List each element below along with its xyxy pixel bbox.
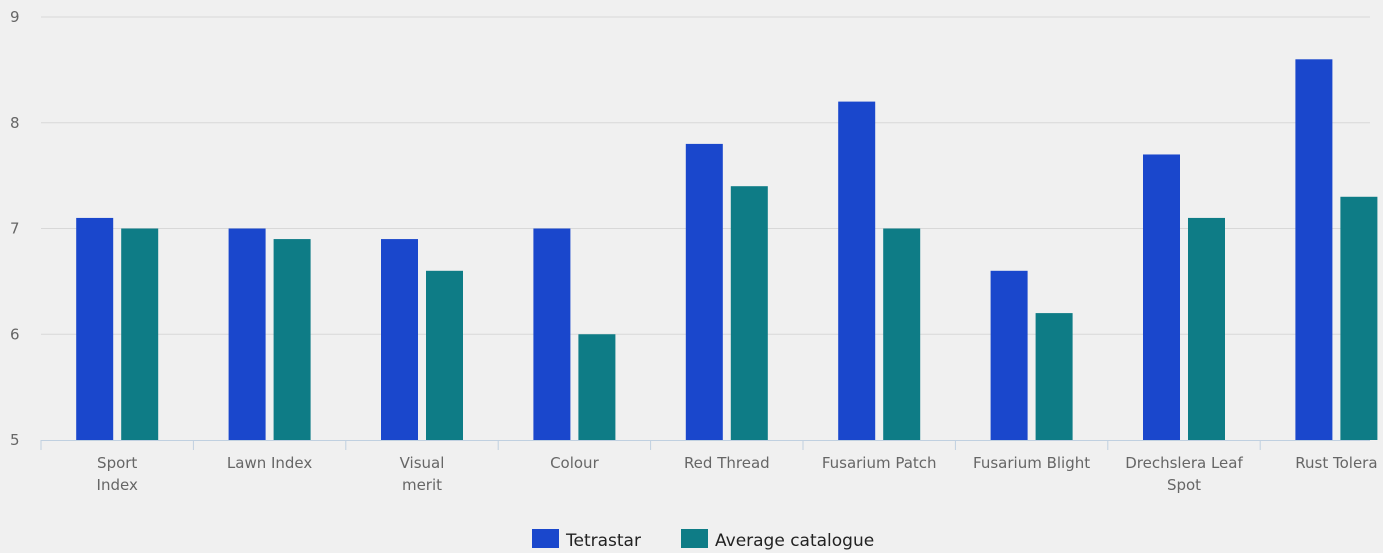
bar-average-catalogue[interactable] xyxy=(426,270,463,440)
bar-average-catalogue[interactable] xyxy=(883,228,921,441)
x-tick-label: Red Thread xyxy=(684,454,770,472)
x-tick-label: Fusarium Blight xyxy=(973,454,1090,472)
bar-tetrastar[interactable] xyxy=(1295,59,1333,441)
bar-average-catalogue[interactable] xyxy=(730,186,768,440)
x-tick-label: Drechslera Leaf Spot xyxy=(1125,454,1243,494)
y-tick-label: 7 xyxy=(10,220,20,238)
legend-swatch xyxy=(681,529,708,548)
legend-label: Tetrastar xyxy=(565,531,641,551)
legend-label: Average catalogue xyxy=(715,531,874,551)
x-tick-label: Rust Tolera xyxy=(1295,454,1377,472)
x-tick-label: Visual merit xyxy=(400,454,445,494)
bar-tetrastar[interactable] xyxy=(533,228,571,441)
x-tick-label: Lawn Index xyxy=(227,454,313,472)
bar-tetrastar[interactable] xyxy=(838,101,876,440)
x-tick-label: Fusarium Patch xyxy=(822,454,937,472)
bar-tetrastar[interactable] xyxy=(685,143,723,440)
y-axis-ticks: 5 6 7 8 9 xyxy=(10,8,20,449)
y-tick-label: 8 xyxy=(10,114,20,132)
bar-tetrastar[interactable] xyxy=(76,217,114,440)
y-tick-label: 6 xyxy=(10,325,20,343)
bar-tetrastar[interactable] xyxy=(1143,154,1180,440)
bar-average-catalogue[interactable] xyxy=(273,239,311,440)
x-axis: Sport Index Lawn Index Visual merit Colour Red… xyxy=(40,440,1378,494)
y-tick-label: 5 xyxy=(10,431,20,449)
bar-tetrastar[interactable] xyxy=(381,239,418,440)
bar-tetrastar[interactable] xyxy=(990,270,1028,440)
x-tick-label: Colour xyxy=(550,454,600,472)
bar-average-catalogue[interactable] xyxy=(1340,196,1378,440)
legend-item-tetrastar[interactable]: Tetrastar xyxy=(532,529,641,551)
bars xyxy=(76,59,1378,441)
bar-tetrastar[interactable] xyxy=(228,228,266,441)
y-tick-label: 9 xyxy=(10,8,20,26)
legend[interactable]: Tetrastar Average catalogue xyxy=(532,529,874,551)
bar-average-catalogue[interactable] xyxy=(1035,313,1073,440)
legend-item-average-catalogue[interactable]: Average catalogue xyxy=(681,529,874,551)
x-tick-label: Sport Index xyxy=(97,454,138,494)
bar-average-catalogue[interactable] xyxy=(578,334,616,440)
bar-average-catalogue[interactable] xyxy=(1188,217,1225,440)
bar-average-catalogue[interactable] xyxy=(121,228,159,441)
legend-swatch xyxy=(532,529,559,548)
